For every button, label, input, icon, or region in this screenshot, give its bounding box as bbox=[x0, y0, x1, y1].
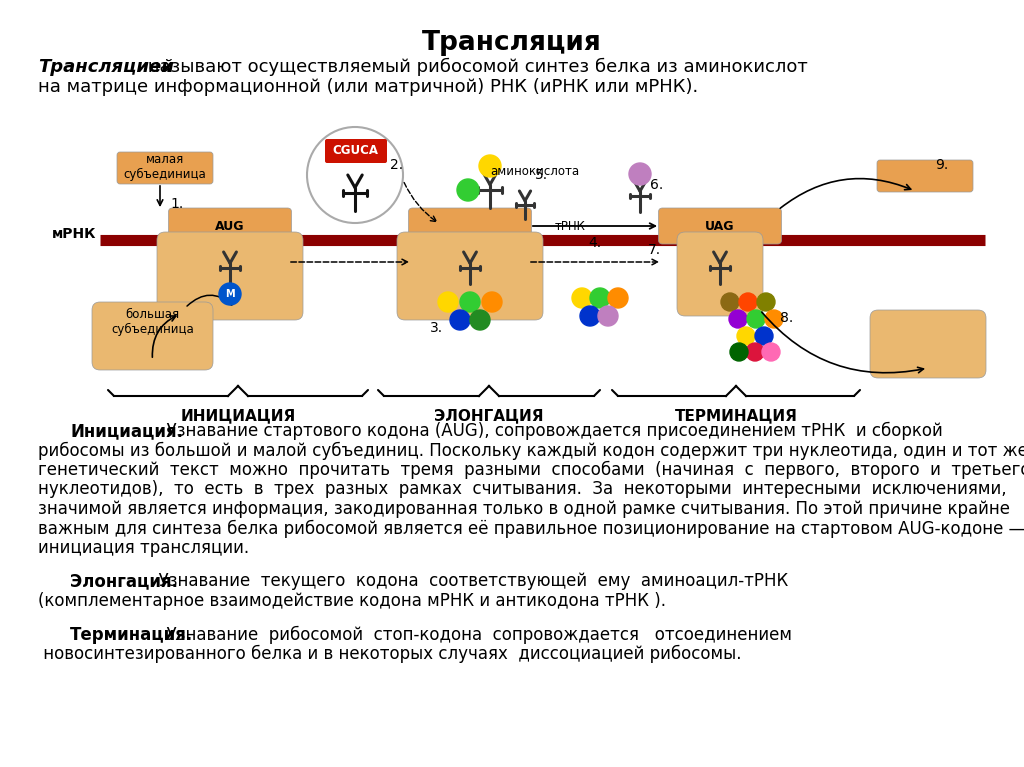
Text: Узнавание стартового кодона (AUG), сопровождается присоединением тРНК  и сборкой: Узнавание стартового кодона (AUG), сопро… bbox=[156, 422, 943, 440]
Circle shape bbox=[438, 292, 458, 312]
Text: важным для синтеза белка рибосомой является её правильное позиционирование на ст: важным для синтеза белка рибосомой являе… bbox=[38, 519, 1024, 538]
Text: инициация трансляции.: инициация трансляции. bbox=[38, 539, 249, 557]
FancyBboxPatch shape bbox=[169, 208, 292, 244]
Text: 6.: 6. bbox=[650, 178, 664, 192]
FancyBboxPatch shape bbox=[157, 232, 303, 320]
Circle shape bbox=[580, 306, 600, 326]
Circle shape bbox=[629, 163, 651, 185]
Text: тРНК: тРНК bbox=[555, 220, 586, 233]
Circle shape bbox=[482, 292, 502, 312]
Text: M: M bbox=[225, 289, 234, 299]
Text: Терминация.: Терминация. bbox=[70, 626, 194, 644]
Text: 9.: 9. bbox=[935, 158, 948, 172]
FancyBboxPatch shape bbox=[870, 310, 986, 378]
Text: нуклеотидов),  то  есть  в  трех  разных  рамках  считывания.  За  некоторыми  и: нуклеотидов), то есть в трех разных рамк… bbox=[38, 480, 1007, 499]
Text: значимой является информация, закодированная только в одной рамке считывания. По: значимой является информация, закодирова… bbox=[38, 500, 1010, 518]
Text: 4.: 4. bbox=[589, 236, 601, 250]
Circle shape bbox=[730, 343, 748, 361]
FancyBboxPatch shape bbox=[117, 152, 213, 184]
Text: ТЕРМИНАЦИЯ: ТЕРМИНАЦИЯ bbox=[675, 408, 798, 423]
Circle shape bbox=[765, 310, 783, 328]
Text: ЭЛОНГАЦИЯ: ЭЛОНГАЦИЯ bbox=[434, 408, 544, 423]
Text: AUG: AUG bbox=[215, 219, 245, 232]
Text: Узнавание  рибосомой  стоп-кодона  сопровождается   отсоединением: Узнавание рибосомой стоп-кодона сопровож… bbox=[156, 626, 792, 644]
Circle shape bbox=[721, 293, 739, 311]
Text: 2.: 2. bbox=[390, 158, 403, 172]
Circle shape bbox=[460, 292, 480, 312]
Circle shape bbox=[746, 343, 764, 361]
Circle shape bbox=[608, 288, 628, 308]
Text: Инициация.: Инициация. bbox=[70, 422, 183, 440]
FancyBboxPatch shape bbox=[877, 160, 973, 192]
Circle shape bbox=[598, 306, 618, 326]
Text: Трансляция: Трансляция bbox=[422, 30, 602, 56]
Text: малая
субъединица: малая субъединица bbox=[124, 153, 207, 181]
Circle shape bbox=[457, 179, 479, 201]
Circle shape bbox=[572, 288, 592, 308]
Circle shape bbox=[755, 327, 773, 345]
Text: 5.: 5. bbox=[535, 168, 548, 182]
FancyBboxPatch shape bbox=[409, 208, 531, 244]
Circle shape bbox=[737, 327, 755, 345]
Circle shape bbox=[450, 310, 470, 330]
Text: Узнавание  текущего  кодона  соответствующей  ему  аминоацил-тРНК: Узнавание текущего кодона соответствующе… bbox=[148, 572, 788, 591]
FancyBboxPatch shape bbox=[658, 208, 781, 244]
Text: 3.: 3. bbox=[430, 321, 443, 335]
FancyBboxPatch shape bbox=[325, 139, 387, 163]
Text: генетический  текст  можно  прочитать  тремя  разными  способами  (начиная  с  п: генетический текст можно прочитать тремя… bbox=[38, 461, 1024, 479]
Circle shape bbox=[479, 155, 501, 177]
Circle shape bbox=[757, 293, 775, 311]
FancyBboxPatch shape bbox=[677, 232, 763, 316]
Circle shape bbox=[746, 310, 765, 328]
Text: на матрице информационной (или матричной) РНК (иРНК или мРНК).: на матрице информационной (или матричной… bbox=[38, 78, 698, 96]
Text: рибосомы из большой и малой субъединиц. Поскольку каждый кодон содержит три нукл: рибосомы из большой и малой субъединиц. … bbox=[38, 442, 1024, 459]
Circle shape bbox=[762, 343, 780, 361]
Text: новосинтезированного белка и в некоторых случаях  диссоциацией рибосомы.: новосинтезированного белка и в некоторых… bbox=[38, 645, 741, 663]
Text: ИНИЦИАЦИЯ: ИНИЦИАЦИЯ bbox=[180, 408, 296, 423]
Text: Трансляцией: Трансляцией bbox=[38, 58, 174, 76]
Text: Элонгация.: Элонгация. bbox=[70, 572, 178, 591]
Text: (комплементарное взаимодействие кодона мРНК и антикодона тРНК ).: (комплементарное взаимодействие кодона м… bbox=[38, 592, 666, 610]
FancyBboxPatch shape bbox=[397, 232, 543, 320]
Circle shape bbox=[729, 310, 746, 328]
Circle shape bbox=[470, 310, 490, 330]
Text: 8.: 8. bbox=[780, 311, 794, 325]
Text: аминокислота: аминокислота bbox=[490, 165, 580, 178]
Text: называют осуществляемый рибосомой синтез белка из аминокислот: называют осуществляемый рибосомой синтез… bbox=[142, 58, 808, 76]
Circle shape bbox=[219, 283, 241, 305]
FancyBboxPatch shape bbox=[92, 302, 213, 370]
Text: UAG: UAG bbox=[706, 219, 735, 232]
Circle shape bbox=[590, 288, 610, 308]
Text: мРНК: мРНК bbox=[51, 227, 96, 241]
Text: 7.: 7. bbox=[648, 243, 662, 257]
Text: CGUCA: CGUCA bbox=[332, 144, 378, 157]
Circle shape bbox=[739, 293, 757, 311]
Text: 1.: 1. bbox=[170, 197, 183, 211]
Text: большая
субъединица: большая субъединица bbox=[112, 308, 194, 336]
